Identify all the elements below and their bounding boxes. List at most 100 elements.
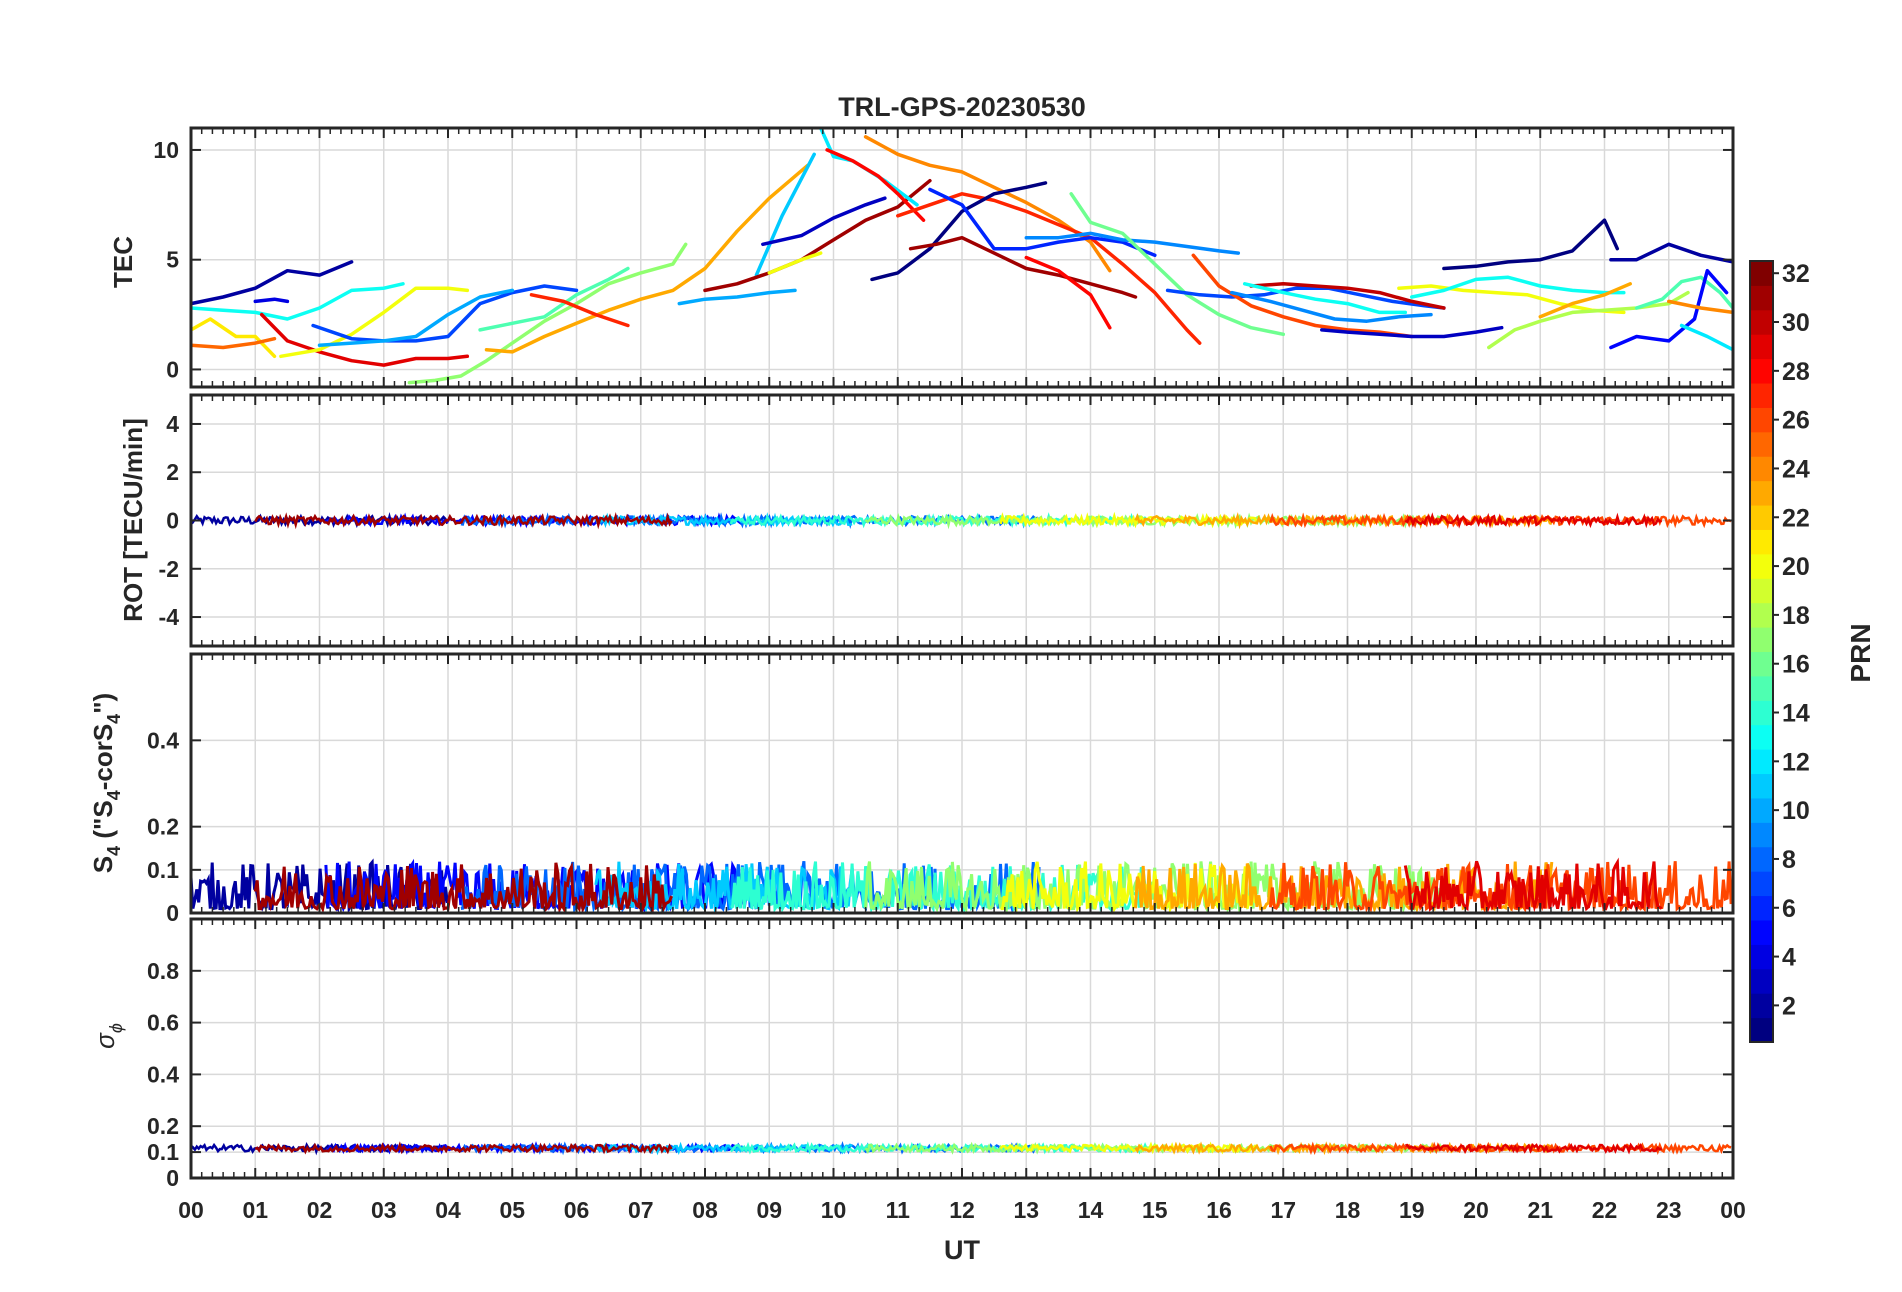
x-tick-label: 16	[1206, 1197, 1232, 1223]
x-tick-label: 10	[821, 1197, 847, 1223]
tec-series-line	[928, 187, 1157, 258]
colorbar-band	[1750, 724, 1773, 750]
panel-tec: 0 5 10 TEC	[108, 126, 1735, 389]
colorbar-band	[1750, 334, 1773, 360]
colorbar-tick-label: 20	[1782, 553, 1810, 581]
noise-trace	[254, 1141, 673, 1155]
tec-series-line	[1242, 282, 1408, 315]
tec-series-line	[279, 286, 470, 359]
chart-title: TRL-GPS-20230530	[838, 92, 1086, 122]
tec-series-line	[1609, 242, 1734, 264]
tec-series-line	[190, 336, 277, 350]
rot-xticks	[190, 395, 1734, 646]
y-tick-label: 0.4	[147, 1061, 179, 1087]
x-tick-label: 12	[949, 1197, 975, 1223]
colorbar-band	[1750, 529, 1773, 555]
colorbar-band	[1750, 944, 1773, 970]
colorbar-band	[1750, 309, 1773, 335]
noise-trace	[1403, 857, 1663, 914]
x-tick-label: 17	[1270, 1197, 1296, 1223]
y-tick-label: 0.4	[147, 727, 179, 753]
tec-ylabel: TEC	[108, 236, 138, 288]
colorbar-band	[1750, 773, 1773, 799]
s4-ylabel: S4 ("S4-corS4")	[88, 693, 124, 873]
y-tick-label: 0	[166, 900, 179, 926]
sigma-series	[190, 1140, 1732, 1156]
tec-yticks: 0 5 10	[153, 137, 1733, 382]
panel-s4: 0 0.1 0.2 0.4 S4 ("S4-corS4")	[88, 652, 1735, 926]
tec-series-line	[1397, 284, 1626, 315]
tec-series-line	[259, 312, 470, 367]
colorbar-band	[1750, 456, 1773, 482]
x-axis-title: UT	[944, 1235, 980, 1265]
tec-series-line	[1320, 325, 1504, 339]
colorbar-tick-label: 18	[1782, 602, 1810, 630]
colorbar-band	[1750, 993, 1773, 1019]
colorbar-tick-label: 22	[1782, 504, 1810, 532]
y-tick-label: 0.1	[147, 1139, 179, 1165]
tec-series-line	[1165, 286, 1446, 310]
tec-series-line	[767, 251, 823, 275]
y-tick-label: 0	[166, 1165, 179, 1191]
colorbar-band	[1750, 480, 1773, 506]
tec-series-line	[1249, 282, 1446, 310]
colorbar-tick-label: 4	[1782, 944, 1796, 972]
noise-trace	[1405, 1142, 1663, 1155]
y-tick-label: 0.2	[147, 1113, 179, 1139]
colorbar-band	[1750, 822, 1773, 848]
s4-series	[190, 857, 1733, 914]
colorbar-band	[1750, 700, 1773, 726]
tec-series-line	[1191, 253, 1414, 339]
colorbar-band	[1750, 358, 1773, 384]
tec-series-line	[896, 192, 1202, 345]
y-tick-label: 0.6	[147, 1010, 179, 1036]
x-tick-label: 08	[692, 1197, 718, 1223]
x-tick-label: 22	[1592, 1197, 1618, 1223]
rot-series	[190, 511, 1732, 530]
tec-series-line	[1609, 268, 1729, 350]
y-tick-label: 0.2	[147, 814, 179, 840]
tec-series-line	[190, 260, 354, 306]
s4-yticks: 0 0.1 0.2 0.4	[147, 727, 1733, 926]
x-tick-label: 19	[1399, 1197, 1425, 1223]
x-axis-labels: 00 01 02 03 04 05 06 07 08 09 10 11 12 13 14 15 16 17 18 19…	[178, 1197, 1746, 1223]
sigma-ylabel: σϕ	[90, 1023, 126, 1049]
sigma-grid	[190, 919, 1734, 1179]
tec-series-line	[1679, 323, 1734, 352]
x-tick-label: 07	[628, 1197, 654, 1223]
x-tick-label: 15	[1142, 1197, 1168, 1223]
colorbar-band	[1750, 968, 1773, 994]
tec-series-line	[478, 266, 630, 332]
s4-grid	[190, 654, 1734, 914]
colorbar-tick-label: 14	[1782, 700, 1810, 728]
tec-series-line	[908, 235, 1138, 299]
tec-series	[190, 127, 1734, 385]
x-tick-label: 23	[1656, 1197, 1682, 1223]
tec-grid	[190, 128, 1734, 387]
colorbar-band	[1750, 1017, 1773, 1043]
colorbar-band	[1750, 505, 1773, 530]
colorbar-tick-label: 24	[1782, 455, 1810, 483]
noise-trace	[253, 861, 673, 914]
colorbar-band	[1750, 846, 1773, 872]
noise-trace	[1404, 512, 1663, 529]
colorbar-tick-label: 32	[1782, 260, 1810, 288]
y-tick-label: -2	[159, 556, 179, 582]
x-tick-label: 00	[178, 1197, 204, 1223]
x-tick-label: 09	[756, 1197, 782, 1223]
x-tick-label: 00	[1720, 1197, 1746, 1223]
colorbar-label: PRN	[1845, 623, 1876, 682]
colorbar-tick-label: 16	[1782, 651, 1810, 679]
tec-series-line	[529, 293, 630, 328]
x-tick-label: 18	[1335, 1197, 1361, 1223]
tec-series-line	[190, 282, 405, 321]
tec-series-line	[761, 196, 887, 247]
panel-sigma-phi: 00.10.2 0.4 0.6 0.8 σϕ	[90, 917, 1735, 1191]
noise-trace	[1134, 1141, 1552, 1156]
tec-series-line	[484, 163, 810, 354]
x-tick-label: 03	[371, 1197, 397, 1223]
x-tick-label: 13	[1013, 1197, 1039, 1223]
